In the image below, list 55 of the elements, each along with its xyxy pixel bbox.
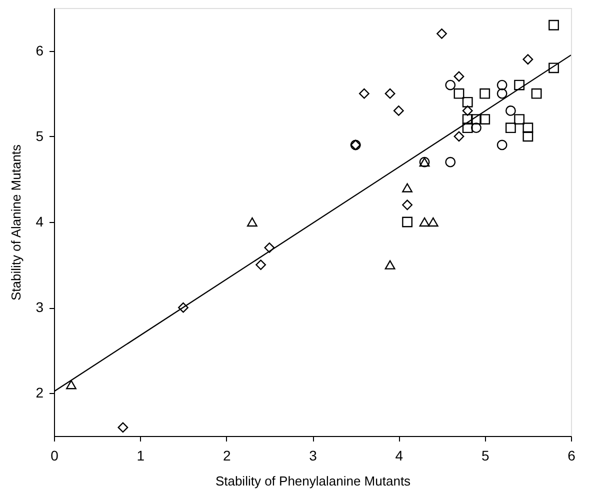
x-tick-label: 2: [222, 448, 231, 464]
point: [462, 106, 473, 116]
point: [496, 88, 508, 99]
point: [480, 114, 490, 124]
point: [358, 88, 370, 99]
y-tick-label: 5: [36, 128, 44, 144]
x-axis-title: Stability of Phenylalanine Mutants: [215, 474, 412, 488]
point: [454, 71, 464, 82]
point: [480, 88, 490, 99]
point: [548, 20, 559, 30]
point: [531, 88, 542, 99]
y-tick-label: 2: [36, 384, 44, 401]
point: [522, 122, 534, 134]
point: [505, 106, 516, 116]
point: [462, 96, 473, 108]
point: [454, 131, 464, 142]
y-axis-title: Stability of Alanine Mutants: [8, 144, 24, 301]
point: [419, 217, 430, 227]
point: [522, 131, 534, 142]
point: [402, 216, 412, 228]
point: [462, 122, 473, 134]
point: [471, 122, 482, 134]
y-tick-label: 3: [36, 299, 44, 316]
point: [445, 156, 456, 168]
point: [436, 28, 447, 39]
point: [505, 122, 516, 134]
point: [428, 217, 438, 227]
point: [402, 183, 412, 192]
x-tick-label: 6: [568, 448, 576, 464]
point: [548, 62, 559, 74]
point: [496, 140, 508, 150]
point: [66, 380, 76, 390]
x-tick-label: 5: [481, 448, 490, 464]
point: [462, 114, 473, 124]
point: [246, 217, 258, 227]
x-tick-label: 4: [395, 448, 404, 464]
point: [445, 80, 456, 90]
point: [496, 80, 508, 90]
y-tick-label: 6: [36, 42, 44, 58]
point: [514, 80, 525, 90]
point: [454, 88, 464, 99]
point: [402, 200, 412, 210]
point: [393, 106, 404, 116]
point: [264, 242, 275, 253]
x-tick-label: 3: [309, 448, 318, 464]
point: [256, 260, 266, 270]
point: [384, 88, 396, 99]
point: [514, 114, 525, 124]
x-tick-label: 0: [50, 448, 59, 464]
y-tick-label: 4: [36, 214, 44, 230]
point: [178, 302, 188, 313]
x-tick-label: 1: [136, 448, 145, 464]
point: [522, 54, 534, 65]
point: [118, 422, 128, 433]
point: [384, 260, 396, 270]
